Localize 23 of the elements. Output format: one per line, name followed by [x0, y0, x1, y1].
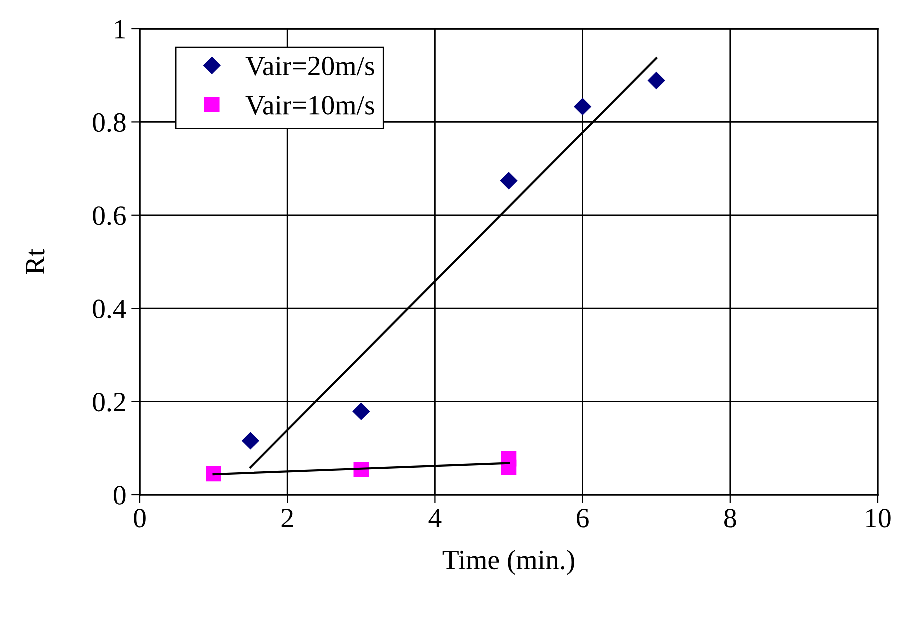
x-tick-label: 4: [428, 509, 442, 528]
y-tick-label: 0.4: [93, 300, 126, 319]
y-tick-label: 0.8: [93, 113, 126, 132]
x-tick-label: 10: [866, 508, 891, 528]
point: [242, 432, 260, 450]
x-tick-label: 0: [134, 508, 146, 528]
point: [206, 466, 222, 482]
y-tick-label: 1: [115, 20, 126, 39]
point: [648, 72, 666, 90]
point: [574, 98, 592, 116]
legend-label: Vair=20m/s: [246, 56, 374, 76]
y-tick-label: 0.2: [93, 392, 126, 412]
x-tick-label: 2: [282, 509, 294, 528]
x-tick-label: 8: [724, 508, 736, 528]
y-tick-label: 0: [114, 486, 126, 505]
point: [501, 460, 517, 476]
point: [352, 403, 370, 420]
x-tick-label: 6: [577, 509, 589, 528]
legend-label: Vair=10m/s: [246, 96, 374, 115]
x-axis-title: Time (min.): [442, 550, 574, 576]
point: [500, 172, 518, 190]
y-tick-label: 0.6: [93, 206, 126, 226]
y-axis-title: Rt: [26, 249, 45, 274]
